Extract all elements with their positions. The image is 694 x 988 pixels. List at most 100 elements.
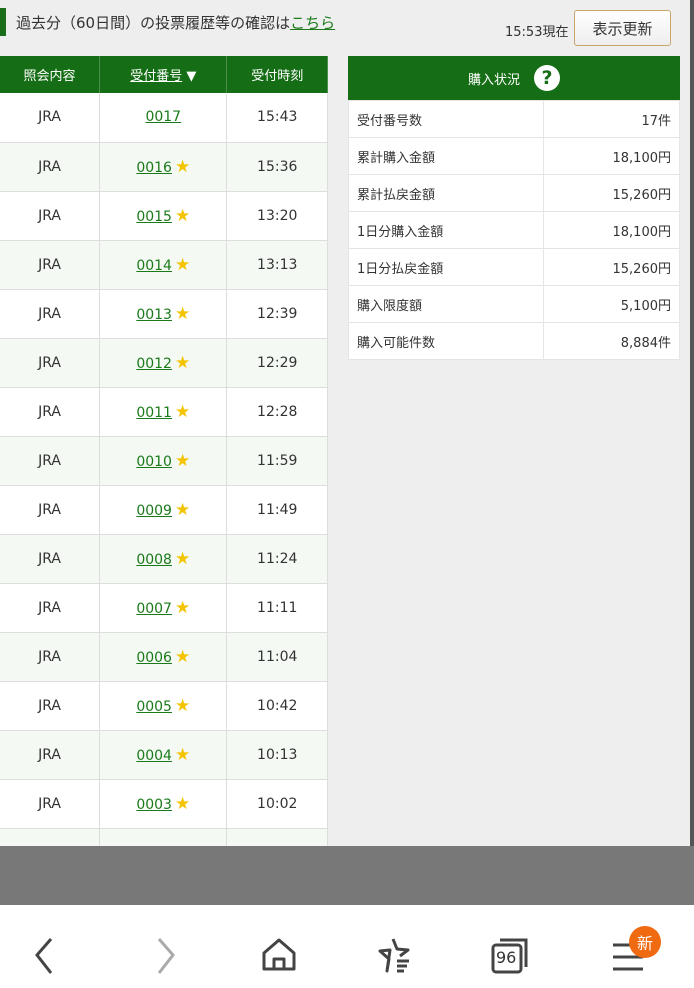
- receipt-number-link[interactable]: 0011: [136, 404, 172, 421]
- status-value: 15,260円: [543, 174, 680, 212]
- receipt-number-link[interactable]: 0016: [136, 159, 172, 176]
- row-type: JRA: [0, 142, 101, 192]
- col-type: 照会内容: [0, 56, 101, 93]
- row-number-cell: 0007 ★: [99, 583, 228, 633]
- star-icon: ★: [174, 548, 191, 569]
- browser-nav: 96: [0, 905, 694, 988]
- status-row: 1日分購入金額 18,100円: [348, 211, 680, 249]
- status-label: 受付番号数: [348, 100, 544, 138]
- back-icon[interactable]: [25, 935, 65, 975]
- receipt-number-link[interactable]: 0008: [136, 551, 172, 568]
- table-row: JRA 0014 ★ 13:13: [0, 240, 328, 290]
- status-row: 購入限度額 5,100円: [348, 285, 680, 323]
- sort-desc-icon: ▼: [186, 69, 197, 84]
- star-icon: ★: [174, 695, 191, 716]
- table-row: JRA 0007 ★ 11:11: [0, 583, 328, 633]
- tabs-button[interactable]: 96: [490, 935, 530, 975]
- row-time: 11:11: [226, 583, 328, 633]
- current-time: 15:53現在: [505, 25, 569, 40]
- status-label: 購入限度額: [348, 285, 544, 323]
- history-link[interactable]: こちら: [290, 13, 336, 32]
- tabs-count: 96: [496, 948, 517, 967]
- status-row: 受付番号数 17件: [348, 100, 680, 138]
- row-time: 10:01: [226, 828, 328, 846]
- forward-icon[interactable]: [145, 935, 185, 975]
- scrollbar[interactable]: [690, 0, 694, 846]
- receipt-number-link[interactable]: 0003: [136, 796, 172, 813]
- help-icon[interactable]: ?: [534, 65, 560, 91]
- row-number-cell: 0015 ★: [99, 191, 228, 241]
- table-row: JRA 0005 ★ 10:42: [0, 681, 328, 731]
- status-value: 17件: [543, 100, 680, 138]
- row-number-cell: 0009 ★: [99, 485, 228, 535]
- row-number-cell: 0017: [99, 93, 228, 143]
- panel-title: 購入状況: [467, 72, 520, 88]
- receipt-number-link[interactable]: 0010: [136, 453, 172, 470]
- status-value: 15,260円: [543, 248, 680, 286]
- row-type: JRA: [0, 485, 101, 535]
- table-row: JRA 0003 ★ 10:02: [0, 779, 328, 829]
- star-icon: ★: [174, 205, 191, 226]
- sort-number-link[interactable]: 受付番号: [130, 69, 183, 84]
- row-number-cell: 0011 ★: [99, 387, 228, 437]
- row-type: JRA: [0, 436, 101, 486]
- star-icon: ★: [174, 793, 191, 814]
- table-row: JRA 0004 ★ 10:13: [0, 730, 328, 780]
- table-row: JRA 0008 ★ 11:24: [0, 534, 328, 584]
- table-row: JRA 0017 15:43: [0, 93, 328, 143]
- status-value: 5,100円: [543, 285, 680, 323]
- page: 過去分（60日間）の投票履歴等の確認は こちら 15:53現在 表示更新 照会内容…: [0, 8, 680, 846]
- receipt-table: 照会内容 受付番号 ▼ 受付時刻 JRA 0017 15:43 JRA 0016 ★…: [0, 56, 328, 846]
- receipt-number-link[interactable]: 0015: [136, 208, 172, 225]
- receipt-number-link[interactable]: 0004: [136, 747, 172, 764]
- star-icon: ★: [174, 156, 191, 177]
- star-icon: ★: [174, 450, 191, 471]
- row-number-cell: 0014 ★: [99, 240, 228, 290]
- row-time: 13:13: [226, 240, 328, 290]
- home-icon[interactable]: [259, 935, 299, 975]
- row-type: JRA: [0, 191, 101, 241]
- row-type: JRA: [0, 583, 101, 633]
- row-type: JRA: [0, 240, 101, 290]
- status-row: 累計払戻金額 15,260円: [348, 174, 680, 212]
- receipt-number-link[interactable]: 0013: [136, 306, 172, 323]
- receipt-number-link[interactable]: 0012: [136, 355, 172, 372]
- table-row: JRA 0015 ★ 13:20: [0, 191, 328, 241]
- row-time: 11:59: [226, 436, 328, 486]
- row-type: JRA: [0, 730, 101, 780]
- receipt-number-link[interactable]: 0002: [136, 846, 172, 847]
- star-icon: ★: [174, 499, 191, 520]
- status-table: 受付番号数 17件 累計購入金額 18,100円 累計払戻金額 15,260円 1日分購入金…: [348, 100, 680, 360]
- receipt-number-link[interactable]: 0014: [136, 257, 172, 274]
- receipt-number-link[interactable]: 0009: [136, 502, 172, 519]
- star-icon: ★: [174, 597, 191, 618]
- receipt-number-link[interactable]: 0007: [136, 600, 172, 617]
- status-value: 8,884件: [543, 322, 680, 360]
- row-type: JRA: [0, 632, 101, 682]
- receipt-number-link[interactable]: 0005: [136, 698, 172, 715]
- table-row: JRA 0011 ★ 12:28: [0, 387, 328, 437]
- row-number-cell: 0010 ★: [99, 436, 228, 486]
- star-icon: ★: [174, 303, 191, 324]
- row-time: 10:13: [226, 730, 328, 780]
- refresh-button[interactable]: 表示更新: [574, 10, 671, 46]
- panel-header: 購入状況 ?: [348, 56, 680, 100]
- status-row: 1日分払戻金額 15,260円: [348, 248, 680, 286]
- row-type: JRA: [0, 338, 101, 388]
- table-row: JRA 0006 ★ 11:04: [0, 632, 328, 682]
- receipt-number-link[interactable]: 0006: [136, 649, 172, 666]
- row-number-cell: 0002★: [99, 828, 228, 847]
- row-number-cell: 0006 ★: [99, 632, 228, 682]
- receipt-number-link[interactable]: 0017: [145, 109, 182, 126]
- star-icon: ★: [174, 646, 191, 667]
- col-number[interactable]: 受付番号 ▼: [99, 56, 228, 93]
- row-time: 15:36: [226, 142, 328, 192]
- row-type: JRA: [0, 534, 101, 584]
- status-label: 累計購入金額: [348, 137, 544, 175]
- row-type: JRA: [0, 828, 101, 846]
- row-time: 11:49: [226, 485, 328, 535]
- row-time: 10:02: [226, 779, 328, 829]
- notice-bar: [0, 8, 6, 36]
- bookmarks-icon[interactable]: [375, 935, 415, 975]
- row-type: JRA: [0, 387, 101, 437]
